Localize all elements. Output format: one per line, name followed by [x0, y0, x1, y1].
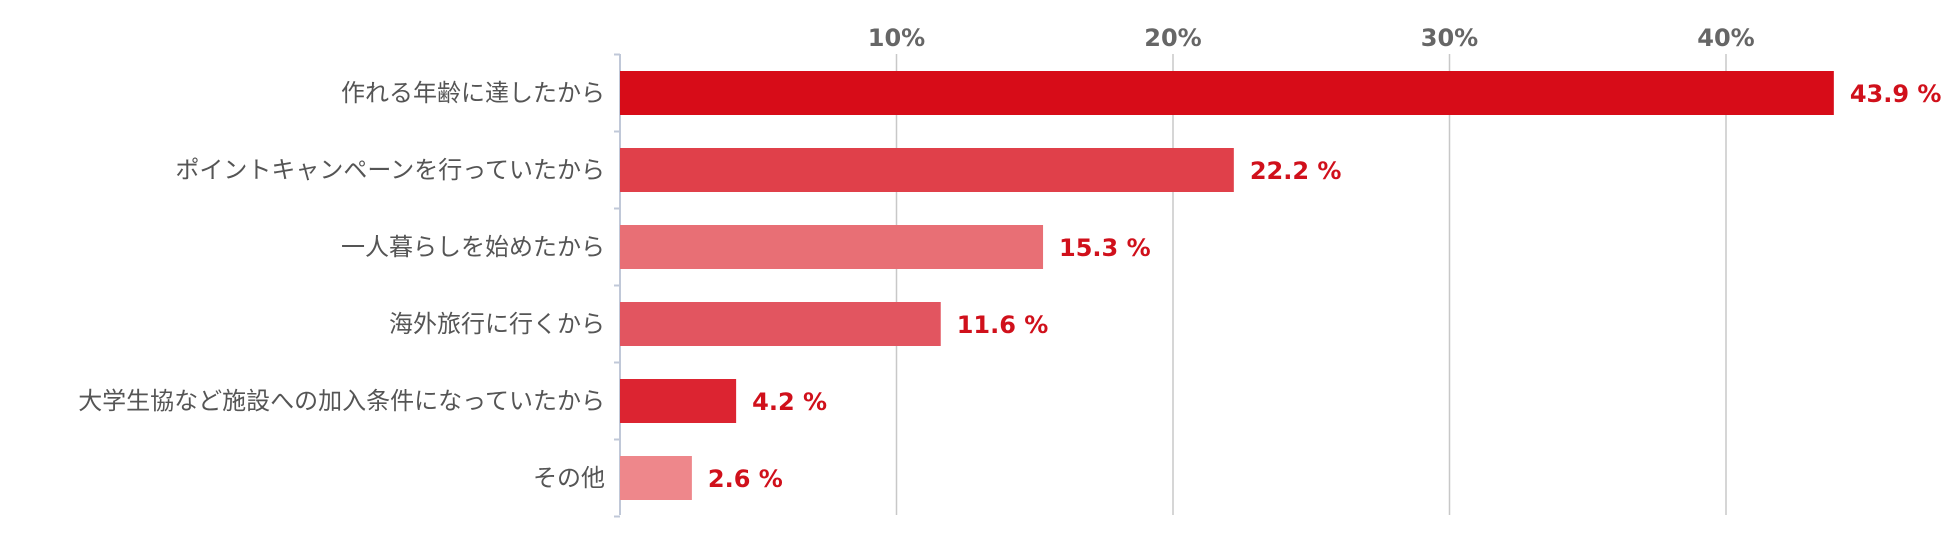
data-label: 11.6 %: [957, 311, 1049, 339]
bar: [620, 225, 1044, 269]
category-label: ポイントキャンペーンを行っていたから: [175, 156, 605, 184]
category-label: 作れる年齢に達したから: [341, 79, 605, 107]
bar-layer: [620, 71, 1834, 500]
bar: [620, 71, 1834, 115]
category-label: その他: [533, 464, 605, 492]
category-label: 大学生協など施設への加入条件になっていたから: [78, 387, 605, 415]
bar: [620, 148, 1234, 192]
bar: [620, 302, 941, 346]
x-tick-label: 30%: [1421, 24, 1478, 52]
bar: [620, 379, 737, 423]
category-label: 一人暮らしを始めたから: [341, 233, 605, 261]
label-layer: 10% 20% 30% 40% 作れる年齢に達したから 43.9 % ポイントキャンペーンを…: [78, 24, 1941, 493]
bar: [620, 456, 692, 500]
data-label: 43.9 %: [1850, 80, 1942, 108]
data-label: 4.2 %: [752, 388, 827, 416]
x-tick-label: 20%: [1144, 24, 1201, 52]
data-label: 2.6 %: [708, 465, 783, 493]
grid-layer: [614, 53, 1727, 518]
category-label: 海外旅行に行くから: [389, 310, 605, 338]
data-label: 22.2 %: [1250, 157, 1342, 185]
data-label: 15.3 %: [1059, 234, 1151, 262]
x-tick-label: 10%: [868, 24, 925, 52]
x-tick-label: 40%: [1697, 24, 1754, 52]
